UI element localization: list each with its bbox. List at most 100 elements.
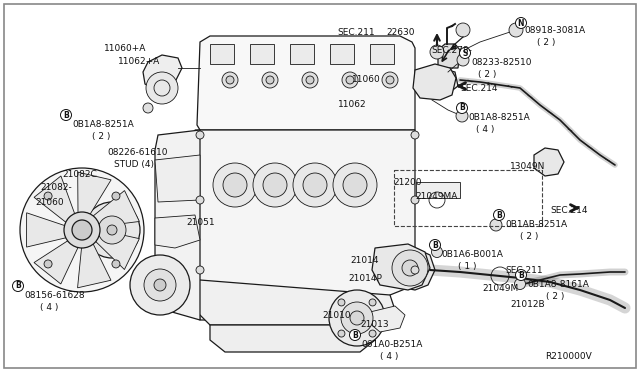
Text: 0B1A6-B001A: 0B1A6-B001A xyxy=(441,250,503,259)
Circle shape xyxy=(343,173,367,197)
Polygon shape xyxy=(93,190,140,227)
Circle shape xyxy=(338,299,345,306)
Circle shape xyxy=(196,266,204,274)
Circle shape xyxy=(130,255,190,315)
Text: 0B1A8-8251A: 0B1A8-8251A xyxy=(72,120,134,129)
Text: 0B1AB-8251A: 0B1AB-8251A xyxy=(505,220,567,229)
Text: 21010: 21010 xyxy=(322,311,351,320)
Text: SEC.211: SEC.211 xyxy=(505,266,543,275)
Circle shape xyxy=(402,260,418,276)
Bar xyxy=(330,44,354,64)
Text: SEC.214: SEC.214 xyxy=(550,206,588,215)
Circle shape xyxy=(369,299,376,306)
Text: B: B xyxy=(63,110,69,119)
Polygon shape xyxy=(390,248,435,290)
Circle shape xyxy=(266,76,274,84)
Polygon shape xyxy=(415,68,458,96)
Circle shape xyxy=(515,17,527,29)
Text: SEC.214: SEC.214 xyxy=(460,84,497,93)
Text: ( 4 ): ( 4 ) xyxy=(40,303,58,312)
Circle shape xyxy=(392,250,428,286)
Circle shape xyxy=(262,72,278,88)
Circle shape xyxy=(382,72,398,88)
Polygon shape xyxy=(77,172,111,214)
Polygon shape xyxy=(195,280,395,325)
Polygon shape xyxy=(534,148,564,176)
Circle shape xyxy=(515,269,527,280)
Text: SEC.278-: SEC.278- xyxy=(431,46,472,55)
Circle shape xyxy=(303,173,327,197)
Circle shape xyxy=(196,131,204,139)
Polygon shape xyxy=(413,64,456,100)
Polygon shape xyxy=(438,44,460,68)
Circle shape xyxy=(329,290,385,346)
Bar xyxy=(416,182,460,198)
Text: B: B xyxy=(15,282,21,291)
Polygon shape xyxy=(368,306,405,332)
Circle shape xyxy=(411,131,419,139)
Polygon shape xyxy=(96,230,140,270)
Circle shape xyxy=(144,269,176,301)
Text: ( 2 ): ( 2 ) xyxy=(478,70,497,79)
Circle shape xyxy=(222,72,238,88)
Text: R210000V: R210000V xyxy=(545,352,592,361)
Bar xyxy=(250,44,274,64)
Circle shape xyxy=(509,23,523,37)
Polygon shape xyxy=(210,325,375,352)
Text: B: B xyxy=(518,270,524,279)
Text: 11060+A: 11060+A xyxy=(104,44,147,53)
Circle shape xyxy=(226,76,234,84)
Circle shape xyxy=(44,192,52,200)
Text: 21049M: 21049M xyxy=(482,284,518,293)
Text: 11060: 11060 xyxy=(352,75,381,84)
Polygon shape xyxy=(34,176,75,222)
Circle shape xyxy=(411,196,419,204)
Text: SEC.211: SEC.211 xyxy=(337,28,374,37)
Circle shape xyxy=(223,173,247,197)
Text: 061A0-B251A: 061A0-B251A xyxy=(361,340,422,349)
Polygon shape xyxy=(34,241,78,284)
Circle shape xyxy=(213,163,257,207)
Text: S: S xyxy=(462,48,468,58)
Circle shape xyxy=(44,260,52,268)
Circle shape xyxy=(61,109,72,121)
Polygon shape xyxy=(155,155,200,202)
Text: B: B xyxy=(496,211,502,219)
Circle shape xyxy=(253,163,297,207)
Text: ( 4 ): ( 4 ) xyxy=(476,125,494,134)
Polygon shape xyxy=(77,244,111,288)
Circle shape xyxy=(146,72,178,104)
Text: ( 4 ): ( 4 ) xyxy=(380,352,398,361)
Text: STUD (4): STUD (4) xyxy=(114,160,154,169)
Circle shape xyxy=(333,163,377,207)
Polygon shape xyxy=(155,215,200,248)
Circle shape xyxy=(346,76,354,84)
Circle shape xyxy=(429,240,440,250)
Circle shape xyxy=(20,168,144,292)
Polygon shape xyxy=(27,213,66,247)
Text: 22630: 22630 xyxy=(386,28,415,37)
Bar xyxy=(290,44,314,64)
Circle shape xyxy=(143,103,153,113)
Circle shape xyxy=(493,209,504,221)
Circle shape xyxy=(112,260,120,268)
Circle shape xyxy=(342,72,358,88)
Text: 21082-: 21082- xyxy=(40,183,72,192)
Circle shape xyxy=(84,202,140,258)
Text: 21012B: 21012B xyxy=(510,300,545,309)
Text: 21200: 21200 xyxy=(393,178,422,187)
Circle shape xyxy=(13,280,24,292)
Circle shape xyxy=(306,76,314,84)
Circle shape xyxy=(72,220,92,240)
Bar xyxy=(394,170,542,226)
Circle shape xyxy=(460,48,470,58)
Circle shape xyxy=(112,192,120,200)
Circle shape xyxy=(456,103,467,113)
Circle shape xyxy=(341,302,373,334)
Text: 08918-3081A: 08918-3081A xyxy=(524,26,585,35)
Circle shape xyxy=(457,54,469,66)
Circle shape xyxy=(64,212,100,248)
Text: 21049MA: 21049MA xyxy=(415,192,458,201)
Circle shape xyxy=(338,330,345,337)
Polygon shape xyxy=(372,244,430,290)
